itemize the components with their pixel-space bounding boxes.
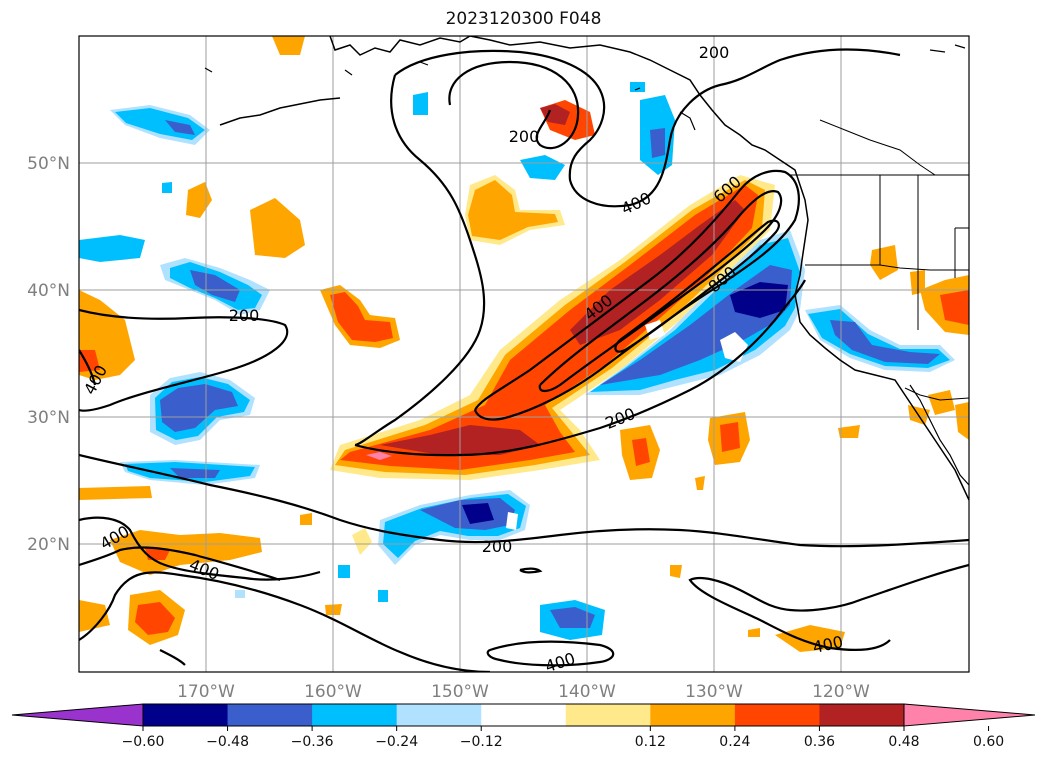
gridlines (79, 36, 969, 672)
colorbar-swatch (819, 704, 905, 726)
colorbar-label: −0.60 (122, 734, 165, 750)
colorbar-label: 0.24 (719, 734, 750, 750)
lat-tick-label: 40°N (27, 281, 70, 301)
shaded-field (79, 36, 969, 652)
lon-tick-label: 150°W (431, 682, 489, 702)
colorbar-label: 0.36 (804, 734, 835, 750)
colorbar-frame (142, 703, 905, 727)
positive-band-0.60 (366, 452, 392, 460)
contour-label: 400 (618, 188, 654, 218)
lon-tick-label: 120°W (812, 682, 870, 702)
coastlines (204, 36, 969, 501)
contour-label: 200 (509, 127, 540, 146)
contour-label: 200 (482, 537, 513, 556)
colorbar-label: −0.24 (375, 734, 418, 750)
colorbar-swatch (481, 704, 567, 726)
colorbar-extend-high (903, 703, 1036, 727)
contour-label: 200 (229, 306, 260, 325)
colorbar-swatch (227, 704, 313, 726)
colorbar-swatch (396, 704, 482, 726)
positive-band-0.36 (340, 185, 758, 470)
negative-band-0.48 (730, 282, 788, 318)
colorbar-extend-low (11, 703, 144, 727)
contour-label: 200 (699, 43, 730, 62)
colorbar-label: −0.12 (460, 734, 503, 750)
colorbar-label: 0.60 (973, 734, 1004, 750)
lon-tick-label: 160°W (304, 682, 362, 702)
positive-band-0.48 (380, 200, 745, 455)
colorbar-label: −0.36 (291, 734, 334, 750)
lat-tick-label: 30°N (27, 408, 70, 428)
negative-band-0.24 (590, 238, 800, 392)
colorbar-swatch (650, 704, 736, 726)
colorbar-swatch (565, 704, 651, 726)
longitude-ticks: 170°W 160°W 150°W 140°W 130°W 120°W (177, 682, 870, 702)
lat-tick-label: 20°N (27, 535, 70, 555)
map-title: 2023120300 F048 (445, 9, 602, 29)
latitude-ticks: 50°N 40°N 30°N 20°N (27, 154, 70, 555)
colorbar-label: 0.48 (888, 734, 919, 750)
colorbar-label: −0.48 (206, 734, 249, 750)
map-frame (78, 35, 970, 673)
lat-tick-label: 50°N (27, 154, 70, 174)
contour-lines (79, 48, 969, 672)
lon-tick-label: 130°W (685, 682, 743, 702)
lon-tick-label: 170°W (177, 682, 235, 702)
colorbar-swatch (143, 704, 229, 726)
lon-tick-label: 140°W (558, 682, 616, 702)
colorbar-label: 0.12 (635, 734, 666, 750)
colorbar-swatch (734, 704, 820, 726)
colorbar: −0.60 −0.48 −0.36 −0.24 −0.12 0.12 0.24 0.36 0.4… (11, 703, 1036, 750)
colorbar-swatch (312, 704, 398, 726)
